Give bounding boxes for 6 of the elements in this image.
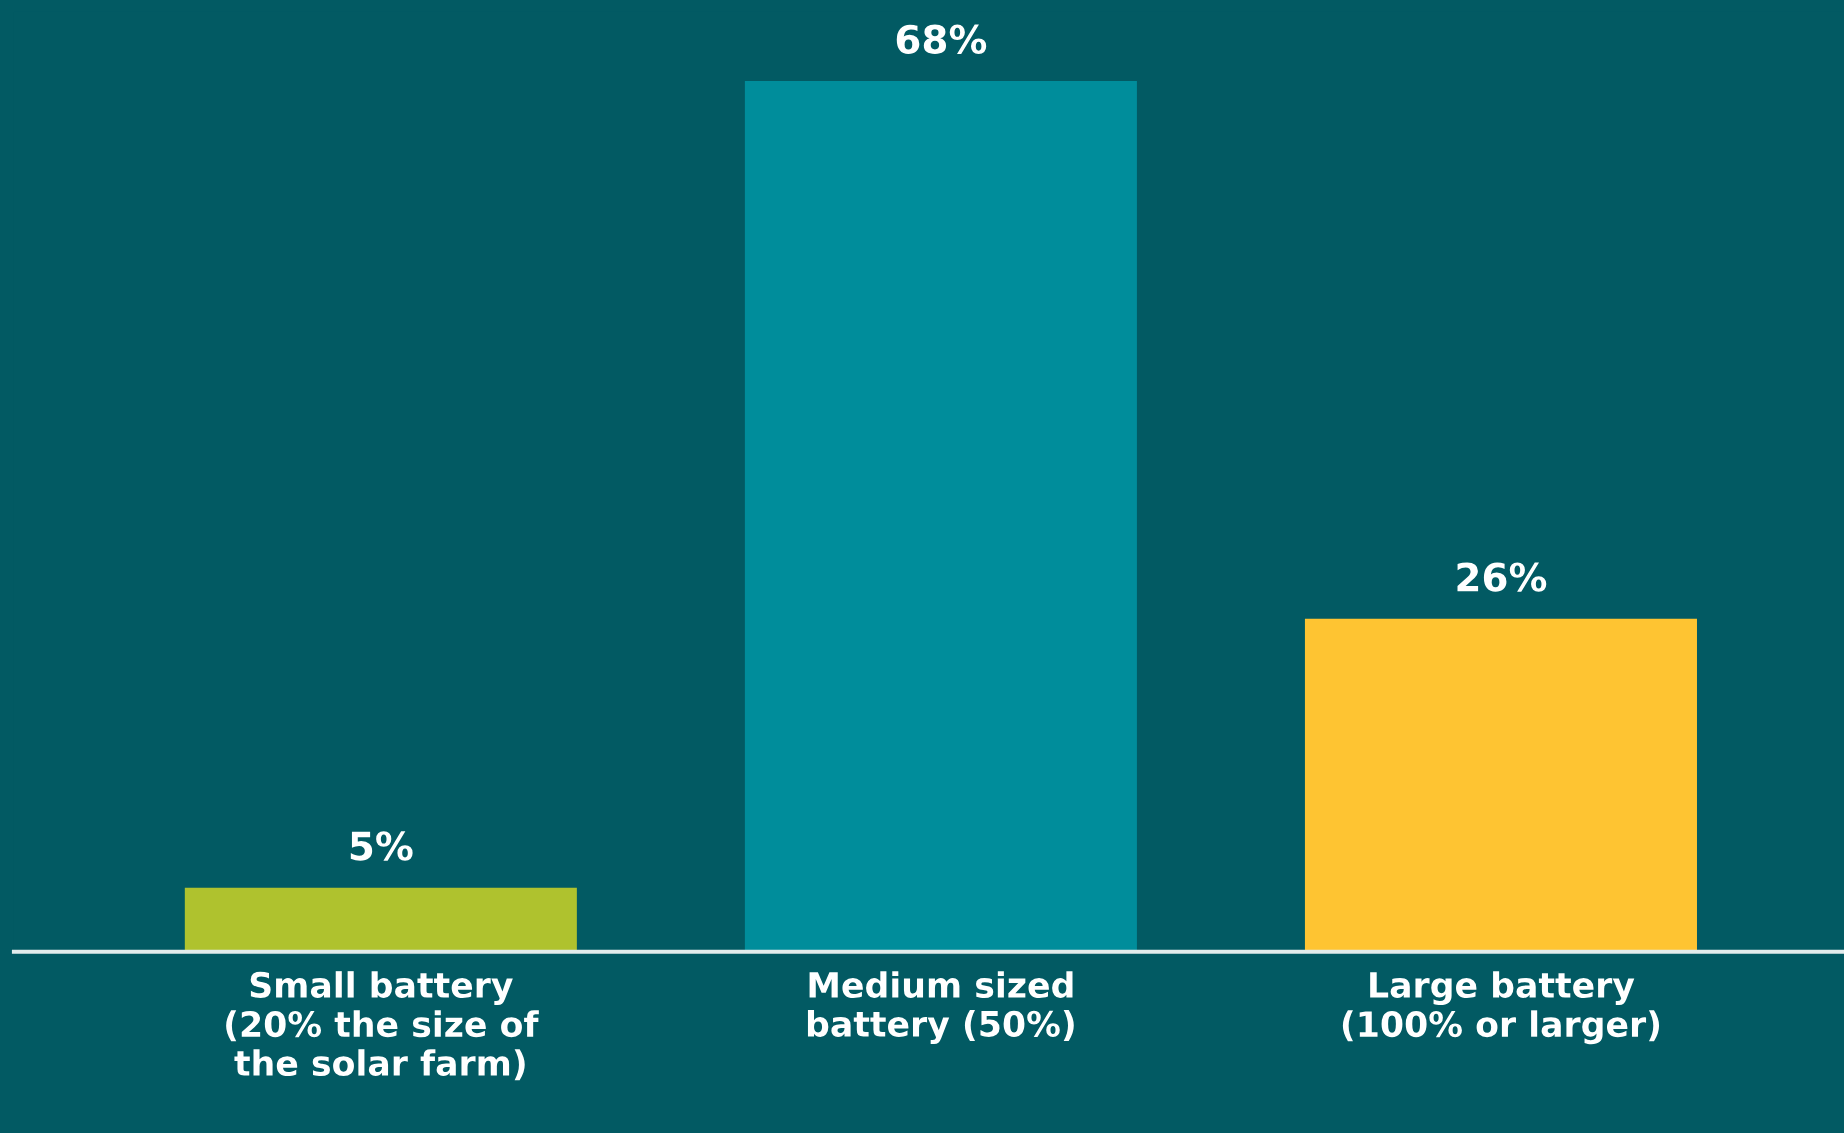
data-label: 5% xyxy=(350,831,413,861)
x-tick-label: Large battery (100% or larger) xyxy=(1342,971,1660,1045)
data-label: 68% xyxy=(896,24,987,55)
x-tick-label: Medium sized battery (50%) xyxy=(807,971,1074,1044)
x-tick-label: Small battery (20% the size of the solar farm) xyxy=(226,971,539,1081)
data-label: 26% xyxy=(1457,562,1547,592)
